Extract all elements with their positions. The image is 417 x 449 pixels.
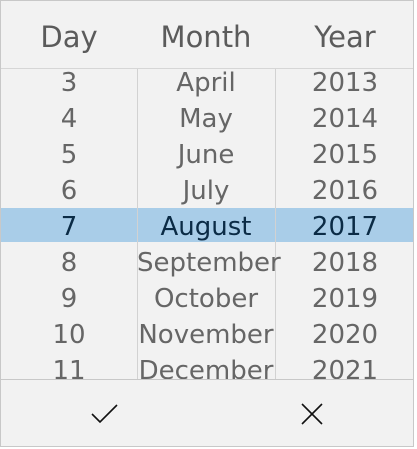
day-option[interactable]: 9: [60, 284, 78, 314]
month-option[interactable]: September: [137, 248, 281, 278]
month-option[interactable]: October: [153, 284, 259, 314]
cancel-button[interactable]: [208, 380, 413, 446]
month-option[interactable]: May: [179, 104, 233, 134]
selected-year[interactable]: 2017: [311, 212, 379, 242]
day-option[interactable]: 6: [60, 176, 78, 206]
picker-row-selected[interactable]: 7 August 2017: [1, 209, 413, 245]
picker-row[interactable]: 11 December 2021: [1, 353, 413, 379]
picker-row[interactable]: 10 November 2020: [1, 317, 413, 353]
selected-month[interactable]: August: [160, 212, 252, 242]
month-option[interactable]: July: [182, 176, 230, 206]
close-icon: [300, 402, 324, 426]
year-option[interactable]: 2020: [311, 320, 379, 350]
year-column-header: Year: [314, 20, 376, 54]
day-option[interactable]: 8: [60, 248, 78, 278]
month-option[interactable]: November: [138, 320, 274, 350]
year-option[interactable]: 2019: [311, 284, 379, 314]
checkmark-icon: [90, 403, 120, 425]
day-column-header: Day: [40, 20, 98, 54]
year-option[interactable]: 2014: [311, 104, 379, 134]
day-option[interactable]: 3: [60, 69, 78, 98]
month-option[interactable]: December: [138, 356, 274, 379]
picker-header: Day Month Year: [1, 1, 413, 69]
picker-row[interactable]: 8 September 2018: [1, 245, 413, 281]
month-option[interactable]: April: [176, 69, 236, 98]
day-option[interactable]: 10: [52, 320, 86, 350]
day-option[interactable]: 5: [60, 140, 78, 170]
year-option[interactable]: 2013: [311, 69, 379, 98]
column-divider: [137, 69, 138, 379]
year-option[interactable]: 2015: [311, 140, 379, 170]
picker-row[interactable]: 9 October 2019: [1, 281, 413, 317]
year-option[interactable]: 2021: [311, 356, 379, 379]
picker-row[interactable]: 4 May 2014: [1, 101, 413, 137]
month-option[interactable]: June: [177, 140, 235, 170]
picker-row[interactable]: 3 April 2013: [1, 69, 413, 101]
year-option[interactable]: 2018: [311, 248, 379, 278]
picker-row[interactable]: 6 July 2016: [1, 173, 413, 209]
selection-highlight: [1, 208, 413, 242]
accept-button[interactable]: [1, 380, 208, 446]
year-option[interactable]: 2016: [311, 176, 379, 206]
month-column-header: Month: [160, 20, 252, 54]
day-option[interactable]: 11: [52, 356, 86, 379]
column-divider: [275, 69, 276, 379]
selected-day[interactable]: 7: [60, 212, 78, 242]
picker-list[interactable]: 3 April 2013 4 May 2014 5 June 2015 6 Ju…: [1, 69, 413, 379]
picker-footer: [1, 379, 413, 446]
day-option[interactable]: 4: [60, 104, 78, 134]
picker-row[interactable]: 5 June 2015: [1, 137, 413, 173]
